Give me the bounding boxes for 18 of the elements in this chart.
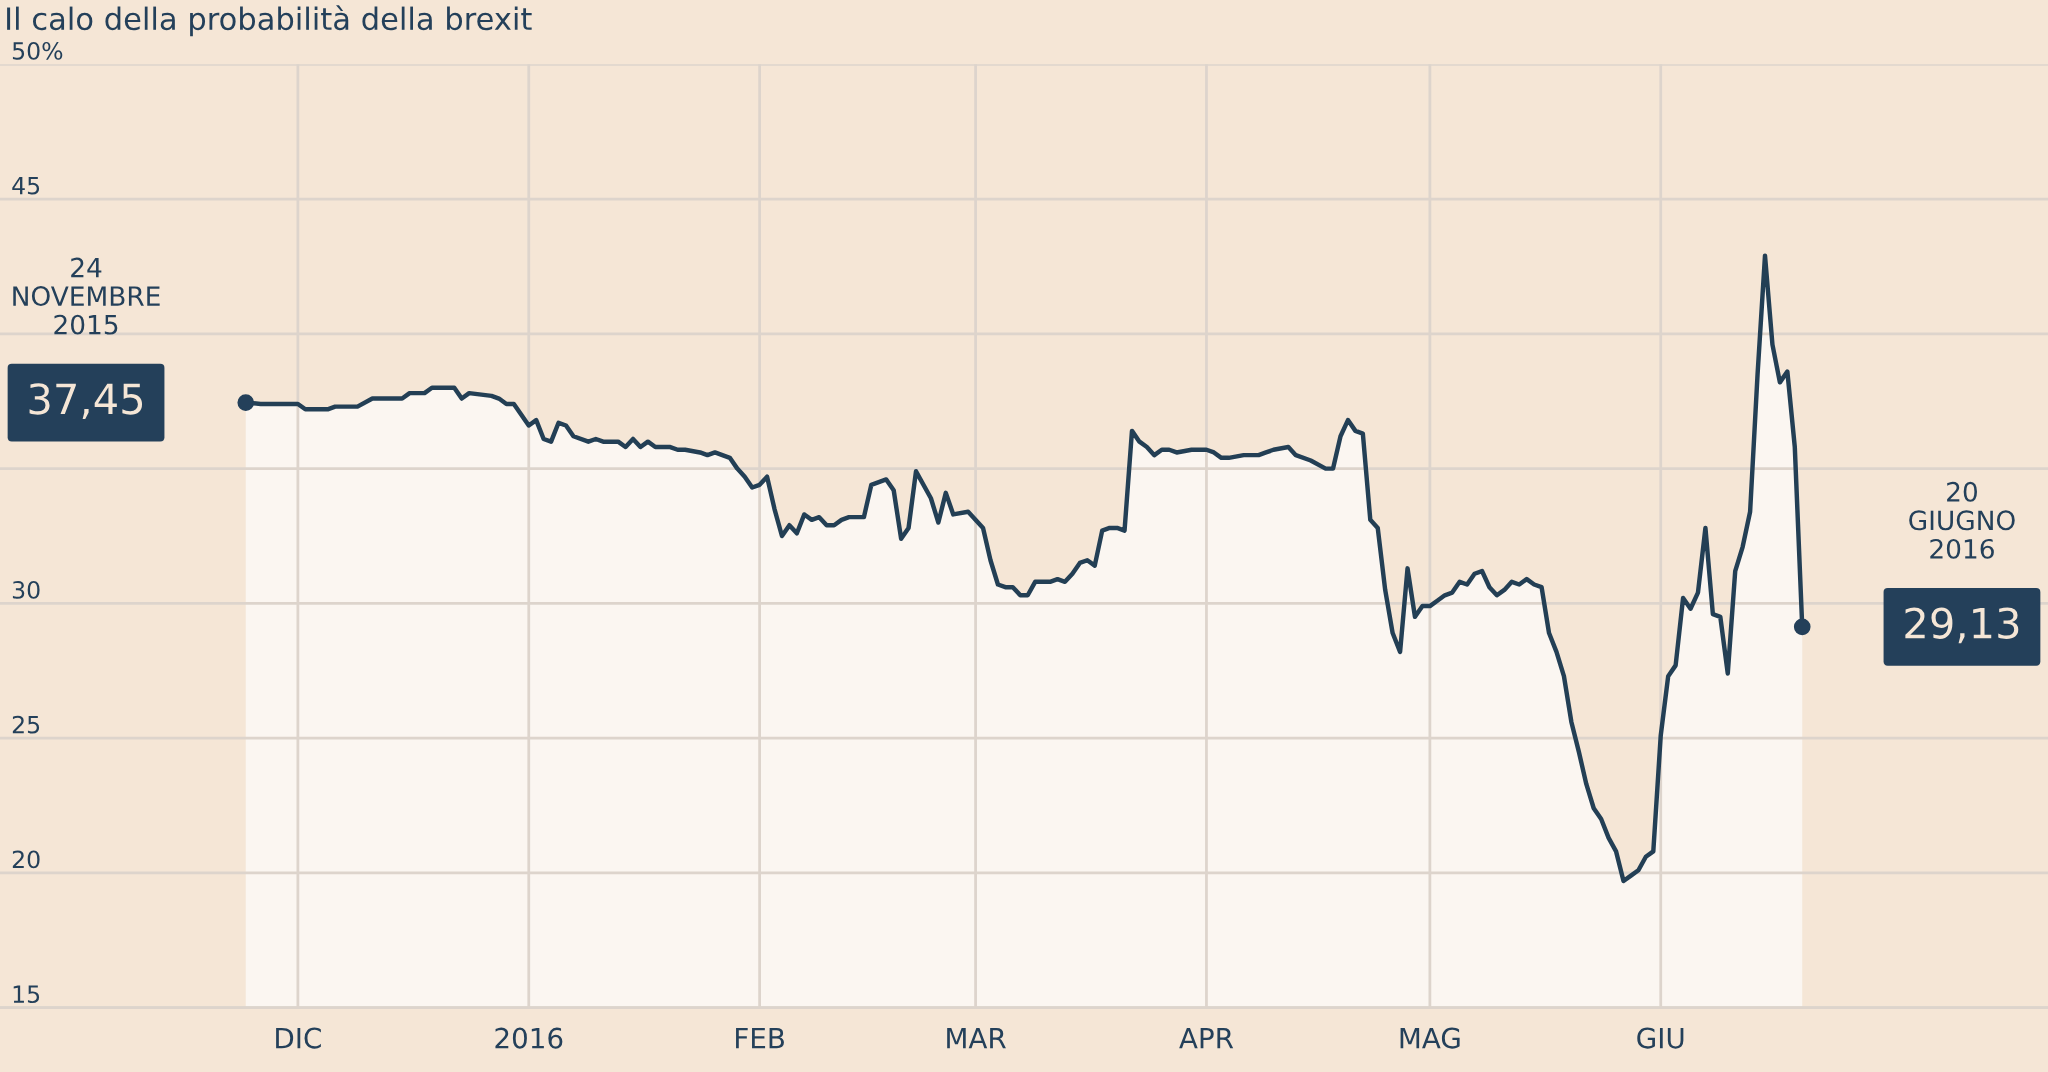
y-tick-label: 25 [12,715,40,734]
y-tick-label: 15 [13,985,40,1004]
annotation: 24 NOVEMBRE 2015 [13,257,160,335]
y-tick-label: 45 [12,176,40,195]
x-tick-label: GIU [1637,1027,1684,1049]
x-tick-label: 2016 [495,1027,563,1049]
annotation: 20 GIUGNO 2016 [1909,481,2015,559]
annotation: 37,45 [29,383,143,419]
y-tick-label: 20 [12,850,40,869]
y-tick-label: 50% [12,41,63,60]
x-tick-label: DIC [276,1027,321,1049]
annotation: 29,13 [1905,607,2019,644]
x-tick-label: FEB [736,1027,784,1049]
x-tick-label: MAG [1400,1027,1460,1049]
chart-title: Il calo della probabilità della brexit [7,5,532,37]
y-tick-label: 30 [12,580,40,599]
x-tick-label: APR [1179,1027,1234,1049]
x-tick-label: MAR [947,1027,1006,1049]
